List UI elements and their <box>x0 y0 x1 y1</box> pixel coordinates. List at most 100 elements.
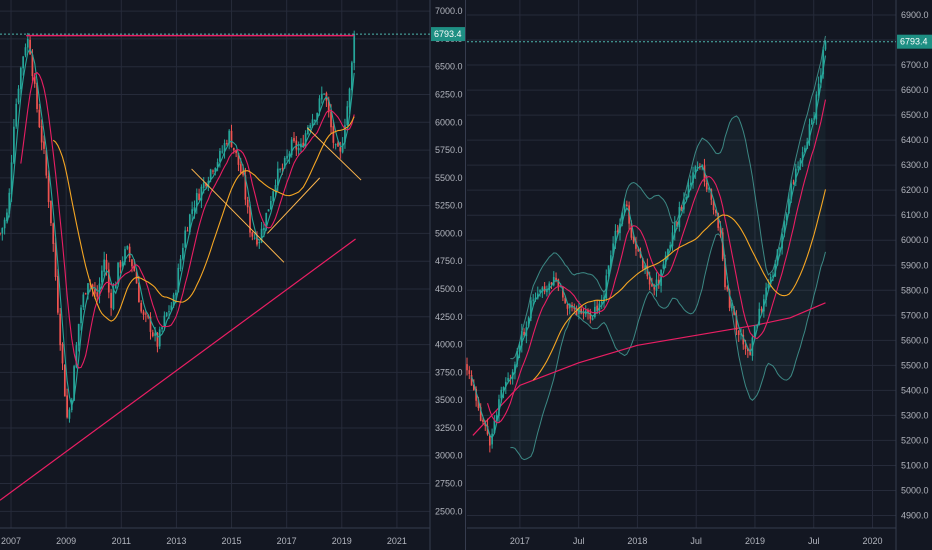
candle-body <box>22 56 25 69</box>
candle-body <box>249 206 251 233</box>
candle-body <box>573 307 576 309</box>
candle-body <box>523 331 525 336</box>
x-tick-label: 2019 <box>745 536 765 546</box>
candle-body <box>744 345 747 349</box>
candle-body <box>708 187 710 190</box>
candle-body <box>475 388 477 401</box>
candle-body <box>562 287 564 298</box>
candle-body <box>596 305 598 311</box>
candle-body <box>630 223 633 238</box>
candle-body <box>103 259 106 272</box>
candle-body <box>43 141 45 149</box>
candle-body <box>258 242 261 244</box>
right-chart-panel[interactable]: 4900.0 5000.0 5100.0 5200.0 5300.0 5400.0 5500… <box>466 0 932 550</box>
candle-body <box>790 183 793 200</box>
candle-body <box>165 312 168 317</box>
y-tick-label: 5900.0 <box>901 260 929 270</box>
candle-body <box>57 276 59 313</box>
candle-body <box>31 54 34 77</box>
candle-body <box>205 183 207 187</box>
candle-body <box>546 289 548 293</box>
candle-body <box>712 200 715 211</box>
candle-body <box>580 308 583 314</box>
x-tick-label: 2007 <box>1 536 21 546</box>
candle-body <box>311 119 314 127</box>
candle-body <box>75 345 78 368</box>
candle-body <box>575 308 578 316</box>
candle-body <box>33 76 36 84</box>
candle-body <box>557 279 560 287</box>
candle-body <box>61 344 64 364</box>
candle-body <box>498 399 500 416</box>
candle-body <box>50 200 52 224</box>
candle-body <box>692 172 694 183</box>
trendline <box>191 168 285 263</box>
candle-body <box>594 306 596 318</box>
y-tick-label: 5250.0 <box>435 201 463 211</box>
candle-body <box>307 126 309 134</box>
candle-body <box>253 237 256 239</box>
moving-average-long <box>0 238 356 501</box>
candle-body <box>747 348 749 352</box>
candle-body <box>124 249 126 263</box>
left-chart-panel[interactable]: 2500.0 2750.0 3000.0 3250.0 3500.0 3750.0 4000… <box>0 0 465 550</box>
candle-body <box>327 99 330 113</box>
candle-body <box>209 169 212 180</box>
candle-body <box>808 124 811 141</box>
candle-body <box>351 62 353 91</box>
candle-body <box>518 345 521 352</box>
candle-body <box>644 265 646 270</box>
candle-body <box>740 333 742 335</box>
y-tick-label: 6000.0 <box>435 117 463 127</box>
bollinger-upper-line <box>510 35 826 360</box>
candle-body <box>801 152 804 161</box>
candle-body <box>19 67 22 90</box>
candle-body <box>131 259 133 267</box>
candle-body <box>26 39 29 48</box>
candle-body <box>491 433 493 445</box>
y-tick-label: 6900.0 <box>901 10 929 20</box>
candle-body <box>38 109 41 128</box>
last-price-tag <box>897 34 932 49</box>
candle-body <box>824 41 827 50</box>
candle-body <box>330 111 332 128</box>
y-tick-label: 3250.0 <box>435 423 463 433</box>
candle-body <box>297 147 300 151</box>
y-tick-label: 6200.0 <box>901 185 929 195</box>
candle-body <box>582 312 585 314</box>
candle-body <box>138 282 140 303</box>
candle-body <box>29 39 31 55</box>
candle-body <box>566 304 569 309</box>
candle-body <box>168 311 170 313</box>
candle-body <box>94 289 96 294</box>
candle-body <box>179 258 182 269</box>
moving-average-mid <box>20 71 355 369</box>
y-tick-label: 6000.0 <box>901 235 929 245</box>
candle-body <box>559 286 562 288</box>
candle-body <box>232 147 235 151</box>
candle-body <box>142 311 145 315</box>
candle-body <box>507 377 509 381</box>
x-tick-label: 2013 <box>166 536 186 546</box>
candle-body <box>193 207 196 211</box>
x-tick-label: 2020 <box>862 536 882 546</box>
y-tick-label: 6500.0 <box>435 62 463 72</box>
moving-average-slow <box>52 116 355 322</box>
candle-body <box>797 166 799 168</box>
candle-body <box>742 335 745 345</box>
candle-body <box>147 314 150 318</box>
candle-body <box>817 83 820 96</box>
candle-body <box>230 130 233 148</box>
y-tick-label: 5400.0 <box>901 385 929 395</box>
y-tick-label: 6700.0 <box>901 60 929 70</box>
candle-body <box>212 170 214 172</box>
candle-body <box>84 293 87 295</box>
candle-body <box>527 317 530 327</box>
candle-body <box>772 275 774 277</box>
candle-body <box>318 98 321 112</box>
candle-body <box>63 364 66 397</box>
moving-average-fast <box>471 55 827 439</box>
candle-body <box>267 209 270 212</box>
candle-body <box>543 286 546 292</box>
bollinger-band-fill <box>510 35 826 460</box>
